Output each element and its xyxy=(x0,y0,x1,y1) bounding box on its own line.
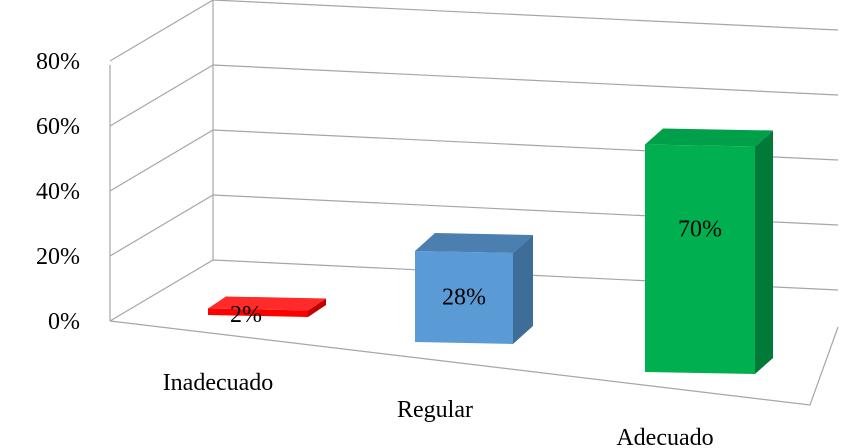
bar-side xyxy=(513,235,533,344)
data-label: 28% xyxy=(442,285,486,311)
bar-inadecuado: 2% xyxy=(208,296,326,328)
data-label: 70% xyxy=(678,216,722,242)
category-label: Inadecuado xyxy=(163,370,274,396)
bar-regular: 28% xyxy=(415,233,533,344)
bar-side xyxy=(308,298,326,317)
floor-edge xyxy=(109,320,839,406)
bar-front xyxy=(208,308,308,317)
bar-front xyxy=(415,251,513,344)
category-label: Regular xyxy=(397,397,473,423)
category-label: Adecuado xyxy=(616,425,713,448)
bar-adecuado: 70% xyxy=(645,128,773,374)
x-axis-categories: Inadecuado Regular Adecuado xyxy=(163,370,714,448)
bar-side xyxy=(755,130,773,374)
gridline-4 xyxy=(109,0,839,62)
bar-front xyxy=(645,144,755,374)
y-tick-label: 40% xyxy=(36,179,80,205)
bar-top xyxy=(208,296,326,311)
chart-gridlines xyxy=(109,0,839,406)
chart-bars: 2% 28% 70% xyxy=(208,128,773,374)
y-tick-label: 60% xyxy=(36,114,80,140)
bar-top xyxy=(645,128,773,147)
data-label: 2% xyxy=(230,302,262,328)
gridline-3 xyxy=(109,64,839,127)
bar-top xyxy=(415,233,533,253)
y-axis-ticks: 0% 20% 40% 60% 80% xyxy=(36,49,80,335)
y-tick-label: 0% xyxy=(48,309,80,335)
y-tick-label: 80% xyxy=(36,49,80,75)
y-tick-label: 20% xyxy=(36,244,80,270)
